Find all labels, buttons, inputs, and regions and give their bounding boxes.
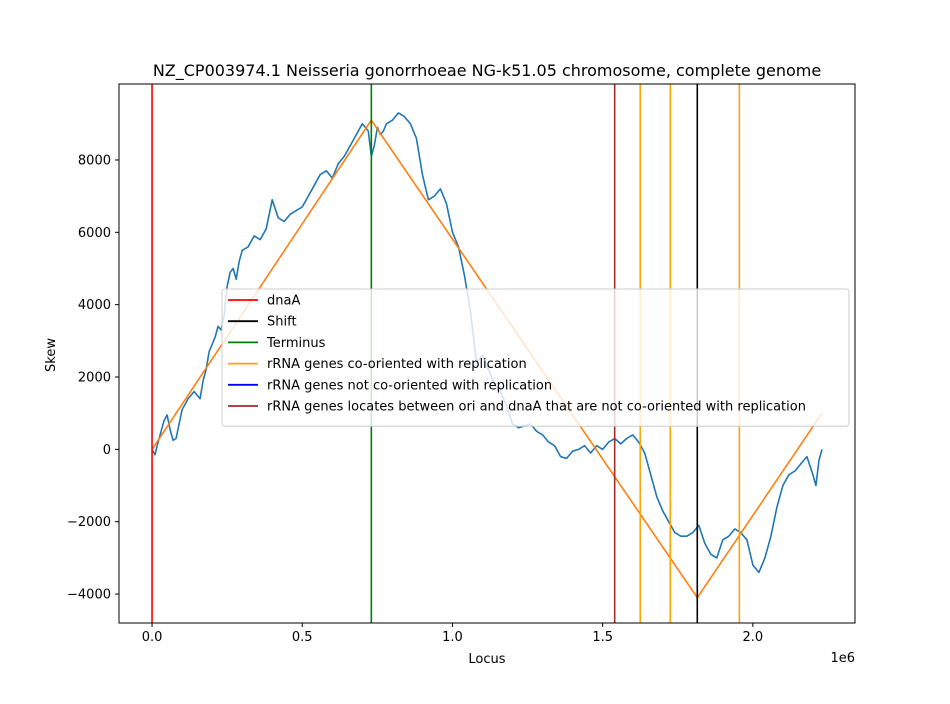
y-tick-label: 4000 xyxy=(78,298,111,313)
x-tick-label: 1.5 xyxy=(592,630,613,645)
legend-label: rRNA genes co-oriented with replication xyxy=(267,357,527,372)
x-tick-label: 1.0 xyxy=(442,630,463,645)
legend-label: Shift xyxy=(267,315,297,330)
x-tick-label: 2.0 xyxy=(743,630,764,645)
y-tick-label: −4000 xyxy=(67,588,111,603)
x-tick-label: 0.5 xyxy=(292,630,313,645)
legend-label: dnaA xyxy=(267,294,300,309)
x-tick-label: 0.0 xyxy=(142,630,163,645)
y-tick-label: 8000 xyxy=(78,153,111,168)
y-tick-label: 2000 xyxy=(78,371,111,386)
x-axis-offset-label: 1e6 xyxy=(830,651,855,666)
legend-label: rRNA genes not co-oriented with replicat… xyxy=(267,378,552,393)
legend-label: rRNA genes locates between ori and dnaA … xyxy=(267,400,806,415)
axes-frame xyxy=(118,83,856,624)
chart-title: NZ_CP003974.1 Neisseria gonorrhoeae NG-k… xyxy=(153,61,821,81)
y-tick-label: 6000 xyxy=(78,226,111,241)
legend-box xyxy=(221,288,850,427)
legend-label: Terminus xyxy=(266,336,326,351)
legend: dnaA Shift Terminus rRNA genes co-oriented … xyxy=(221,288,850,427)
y-tick-label: −2000 xyxy=(67,515,111,530)
y-tick-label: 0 xyxy=(103,443,111,458)
y-axis-label: Skew xyxy=(44,338,59,372)
x-axis-label: Locus xyxy=(468,652,505,667)
